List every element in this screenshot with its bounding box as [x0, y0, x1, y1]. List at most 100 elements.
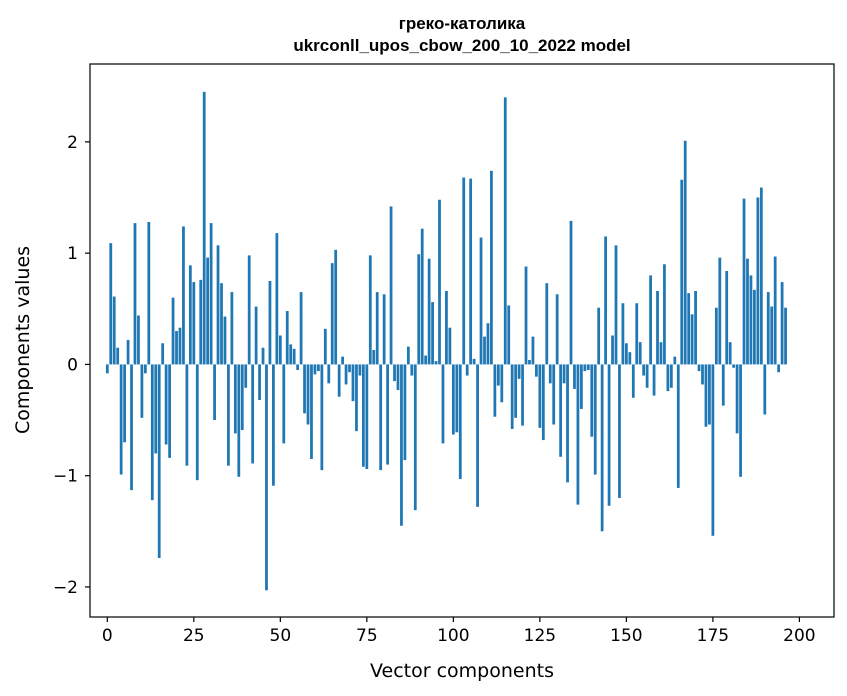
- bar-31: [213, 364, 216, 421]
- bar-19: [171, 297, 175, 365]
- bar-97: [441, 364, 445, 444]
- bar-176: [714, 307, 718, 365]
- bar-50: [278, 335, 282, 365]
- x-tick-label: 75: [356, 626, 378, 646]
- bar-132: [562, 364, 566, 384]
- bar-150: [624, 343, 628, 365]
- bar-122: [528, 359, 531, 365]
- bar-168: [687, 293, 691, 365]
- bar-91: [420, 228, 424, 365]
- bar-157: [649, 275, 652, 365]
- bar-30: [209, 223, 213, 365]
- bar-3: [116, 347, 120, 365]
- bar-8: [133, 223, 137, 365]
- y-tick-label: −2: [53, 578, 78, 598]
- bar-116: [507, 305, 511, 365]
- bar-61: [317, 364, 320, 372]
- bar-133: [566, 364, 569, 483]
- bar-175: [711, 364, 715, 536]
- bar-54: [292, 348, 296, 365]
- bar-161: [663, 264, 666, 365]
- bar-146: [611, 335, 614, 365]
- bar-14: [154, 364, 158, 454]
- bar-144: [604, 236, 607, 365]
- bar-34: [223, 316, 227, 365]
- bar-46: [265, 364, 268, 591]
- bar-93: [427, 258, 431, 365]
- bar-140: [590, 364, 594, 437]
- bar-190: [763, 364, 767, 415]
- bar-128: [548, 364, 552, 384]
- bar-24: [188, 265, 192, 365]
- bar-29: [206, 257, 210, 365]
- bar-164: [673, 356, 677, 365]
- bar-101: [455, 364, 459, 433]
- bar-70: [348, 364, 351, 373]
- bar-0: [105, 364, 109, 374]
- bar-152: [631, 364, 635, 398]
- bar-68: [341, 356, 344, 365]
- bar-151: [628, 352, 632, 365]
- bar-191: [766, 292, 770, 365]
- bar-67: [337, 364, 341, 397]
- bar-94: [431, 302, 434, 365]
- bar-159: [656, 290, 659, 365]
- bar-153: [635, 303, 639, 365]
- bar-188: [756, 197, 760, 365]
- bar-100: [451, 364, 455, 435]
- bar-134: [569, 220, 573, 365]
- y-axis-label: Components values: [12, 246, 34, 434]
- bar-108: [479, 237, 483, 365]
- bar-73: [358, 364, 362, 376]
- bar-87: [406, 346, 410, 365]
- bar-196: [784, 307, 787, 365]
- bar-119: [517, 364, 521, 379]
- bar-135: [573, 364, 576, 389]
- bar-57: [303, 364, 306, 414]
- bar-172: [701, 364, 704, 385]
- bar-126: [541, 364, 545, 441]
- bar-37: [233, 364, 237, 434]
- bar-59: [310, 364, 313, 459]
- bar-120: [521, 364, 524, 426]
- bar-64: [327, 364, 331, 384]
- bar-99: [448, 327, 452, 365]
- bar-10: [140, 364, 144, 418]
- bar-137: [580, 364, 583, 409]
- bar-82: [389, 206, 393, 365]
- bar-43: [254, 306, 258, 365]
- bar-187: [753, 289, 756, 365]
- bar-77: [372, 349, 376, 365]
- bar-23: [185, 364, 189, 466]
- bar-38: [237, 364, 241, 477]
- bar-60: [313, 364, 317, 375]
- bar-184: [742, 198, 746, 365]
- chart-title: греко-католика: [399, 14, 526, 33]
- bar-112: [493, 364, 497, 417]
- bar-79: [379, 364, 383, 471]
- bar-180: [728, 342, 732, 365]
- bar-173: [704, 364, 708, 427]
- bar-118: [514, 364, 518, 418]
- bar-160: [659, 342, 663, 365]
- bar-56: [299, 292, 303, 365]
- bar-110: [486, 323, 490, 365]
- bar-158: [652, 364, 656, 396]
- plot-area-frame: [89, 63, 835, 618]
- bar-165: [676, 364, 680, 488]
- bar-147: [614, 245, 618, 365]
- bar-9: [137, 315, 140, 365]
- bar-121: [524, 266, 528, 365]
- bar-74: [361, 364, 365, 467]
- bar-39: [240, 364, 244, 431]
- bar-125: [538, 364, 542, 428]
- bar-105: [469, 178, 473, 365]
- bar-166: [680, 179, 684, 365]
- bar-36: [230, 292, 234, 365]
- bar-12: [147, 222, 151, 365]
- bar-83: [393, 364, 396, 382]
- bar-171: [697, 364, 701, 372]
- bar-139: [586, 364, 590, 370]
- bar-11: [143, 364, 147, 374]
